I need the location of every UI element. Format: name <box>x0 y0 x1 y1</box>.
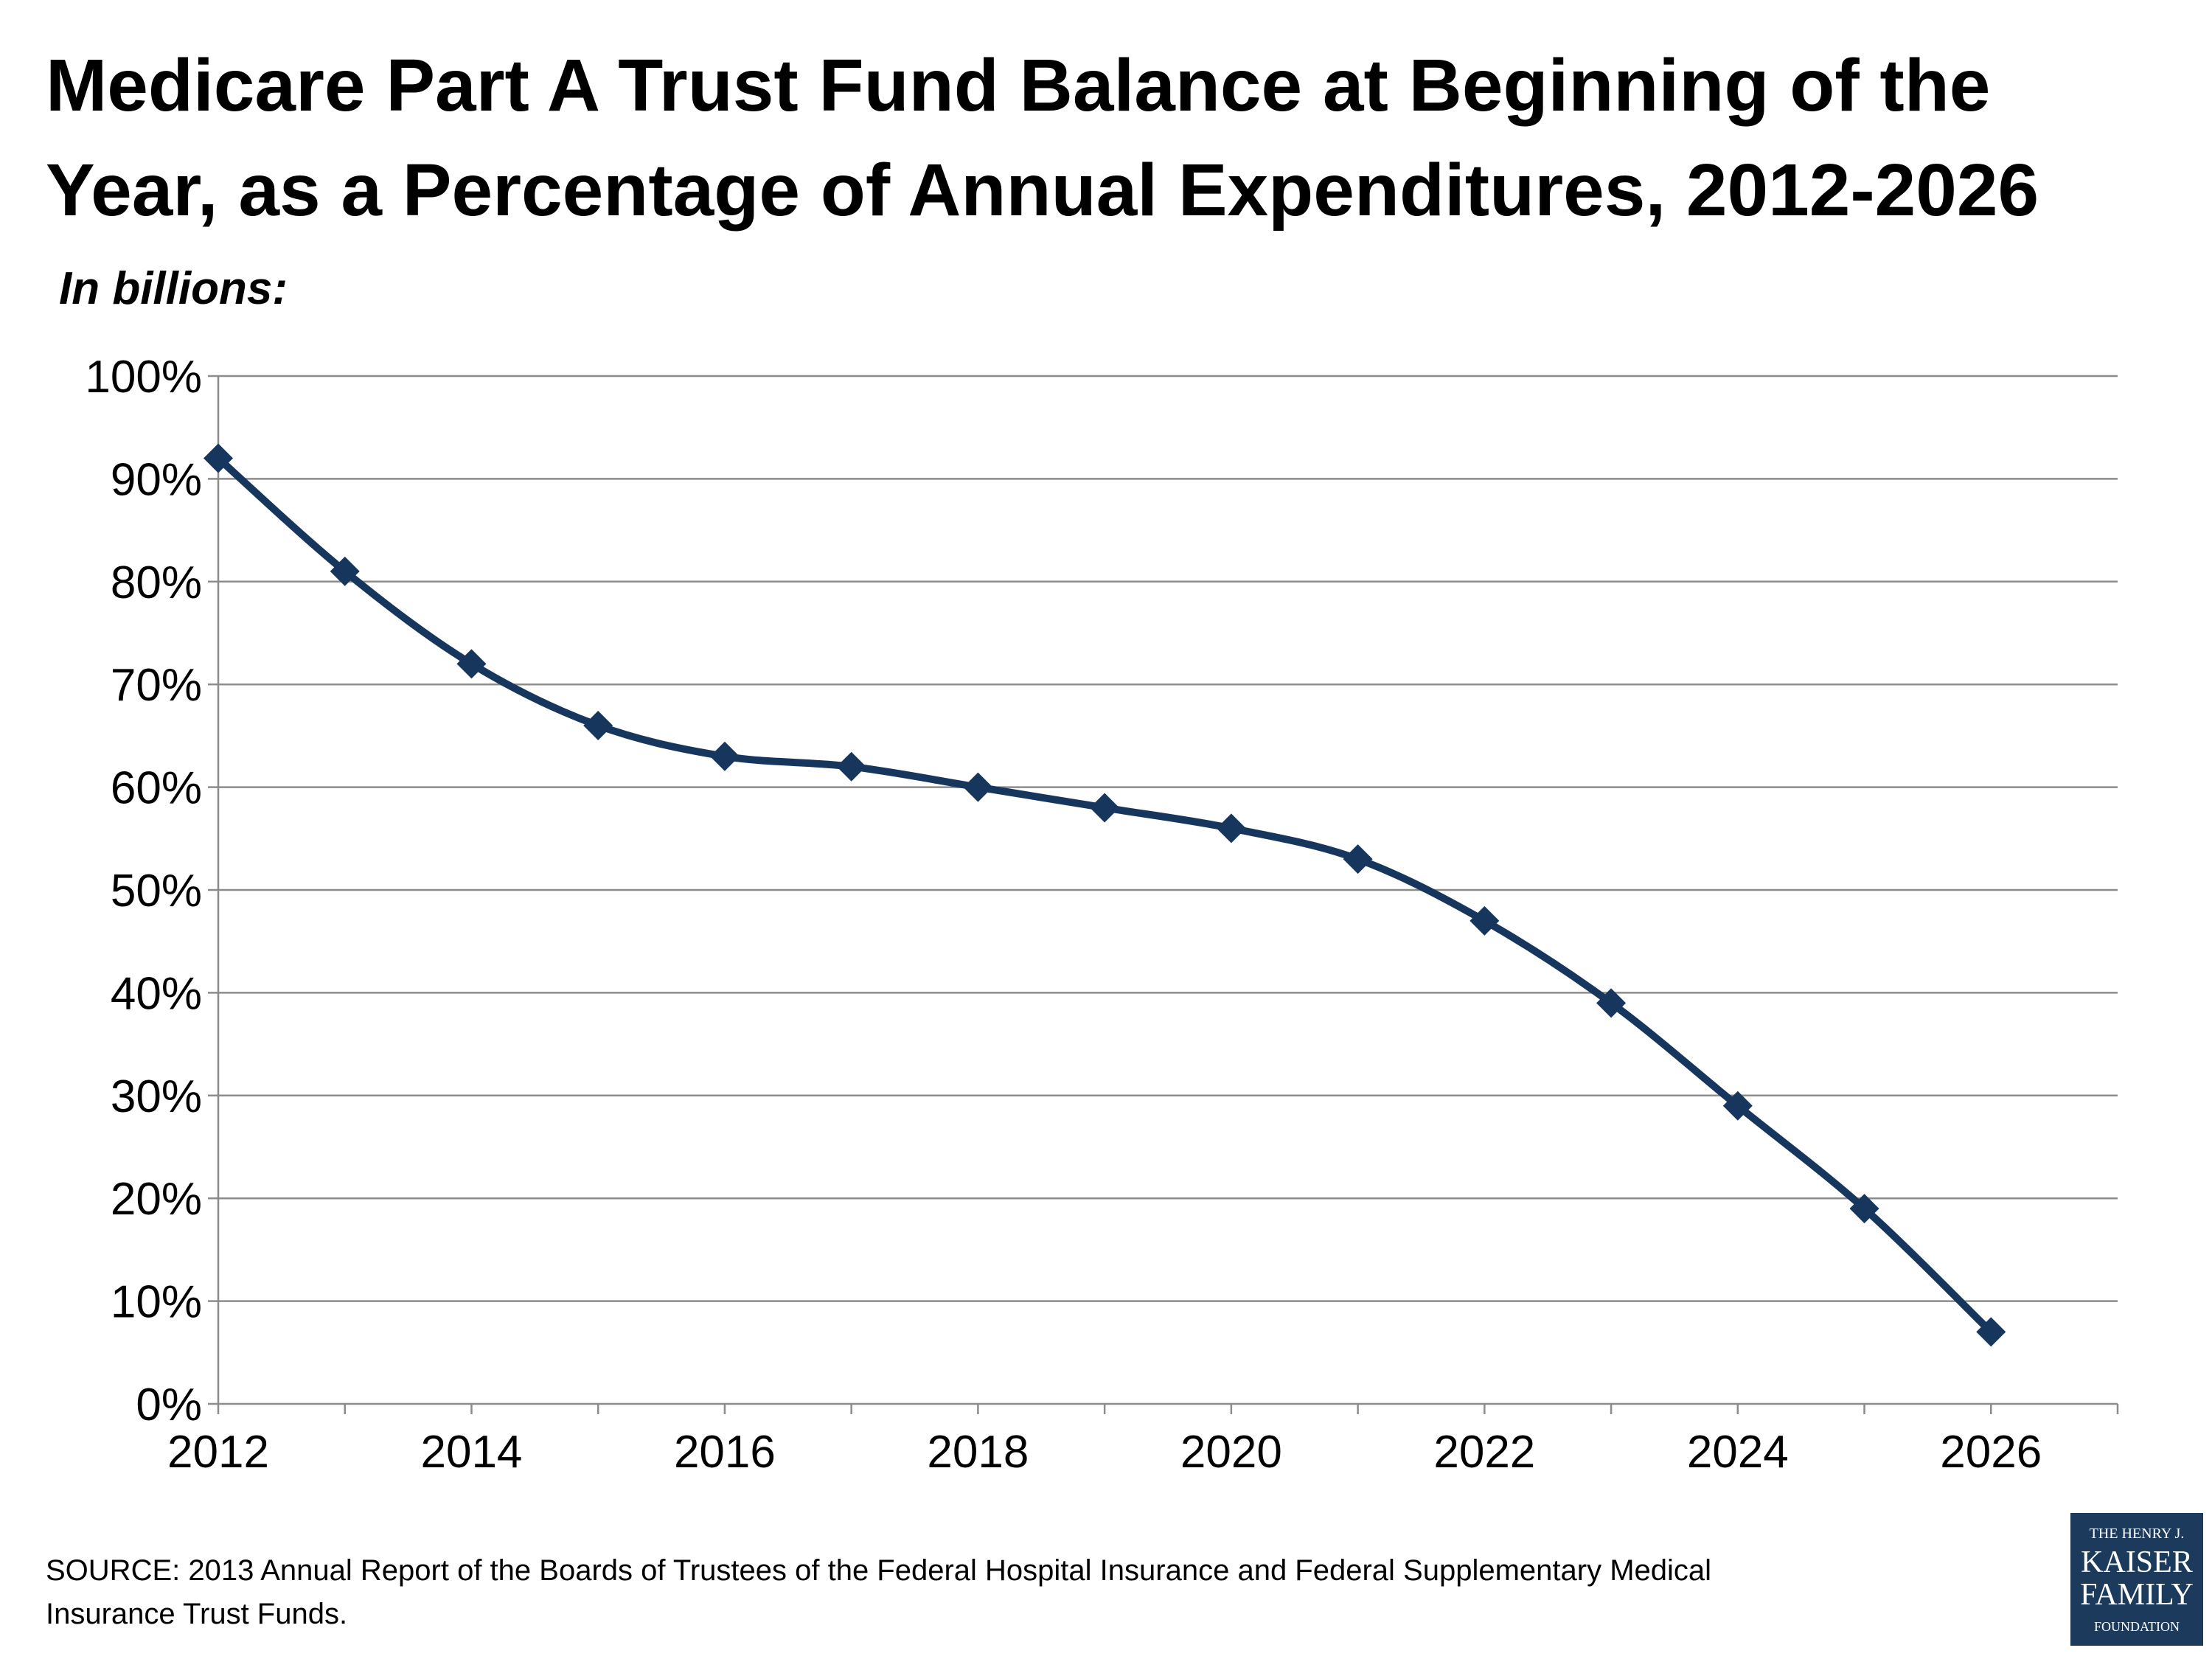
chart-title-line1: Medicare Part A Trust Fund Balance at Be… <box>46 44 1990 127</box>
chart-title-line2: Year, as a Percentage of Annual Expendit… <box>46 149 2039 232</box>
data-point-marker <box>1090 793 1120 823</box>
y-tick-label: 90% <box>111 454 202 505</box>
y-tick-label: 20% <box>111 1174 202 1225</box>
y-tick-label: 30% <box>111 1071 202 1122</box>
source-note-line2: Insurance Trust Funds. <box>46 1598 347 1630</box>
data-point-marker <box>1722 1091 1753 1121</box>
logo-line3: FAMILY <box>2080 1578 2194 1612</box>
data-markers <box>204 443 2006 1347</box>
x-tick-label: 2016 <box>674 1427 776 1478</box>
data-point-marker <box>1849 1194 1879 1224</box>
logo-line1: THE HENRY J. <box>2090 1526 2185 1542</box>
axes <box>208 375 2119 1414</box>
y-tick-labels: 0% 10% 20% 30% 40% 50% 60% 70% 80% 90% 100% <box>85 352 202 1430</box>
y-tick-label: 40% <box>111 968 202 1019</box>
x-tick-label: 2022 <box>1433 1427 1535 1478</box>
x-tick-label: 2018 <box>927 1427 1029 1478</box>
data-point-marker <box>1596 988 1627 1018</box>
y-tick-label: 80% <box>111 557 202 608</box>
series-line <box>215 454 1995 1336</box>
y-tick-label: 0% <box>136 1380 202 1430</box>
x-tick-label: 2012 <box>167 1427 269 1478</box>
data-point-marker <box>709 741 740 771</box>
x-tick-label: 2026 <box>1940 1427 2042 1478</box>
y-tick-label: 10% <box>111 1277 202 1328</box>
y-tick-label: 70% <box>111 660 202 711</box>
gridlines <box>218 375 2118 1302</box>
y-tick-label: 50% <box>111 866 202 917</box>
y-tick-label: 60% <box>111 763 202 814</box>
data-point-marker <box>583 710 613 740</box>
logo-line4: FOUNDATION <box>2094 1619 2180 1634</box>
logo-line2: KAISER <box>2081 1545 2193 1579</box>
chart-subtitle: In billions: <box>59 263 288 314</box>
data-point-marker <box>1343 844 1373 874</box>
x-tick-labels: 2012 2014 2016 2018 2020 2022 2024 2026 <box>167 1427 2042 1478</box>
y-tick-label: 100% <box>85 352 202 403</box>
data-point-marker <box>1470 905 1500 936</box>
x-tick-label: 2024 <box>1687 1427 1789 1478</box>
source-note-line1: SOURCE: 2013 Annual Report of the Boards… <box>46 1554 1711 1587</box>
data-point-marker <box>330 556 360 586</box>
kaiser-family-foundation-logo: THE HENRY J. KAISER FAMILY FOUNDATION <box>2070 1513 2203 1646</box>
data-point-marker <box>204 443 233 473</box>
logo-background <box>2070 1513 2203 1646</box>
data-point-marker <box>1976 1317 2006 1347</box>
series-line-path <box>215 454 1995 1336</box>
x-tick-label: 2014 <box>420 1427 522 1478</box>
data-point-marker <box>456 649 487 679</box>
data-point-marker <box>1216 813 1246 844</box>
data-point-marker <box>836 751 866 782</box>
data-point-marker <box>963 772 993 802</box>
x-tick-label: 2020 <box>1180 1427 1282 1478</box>
